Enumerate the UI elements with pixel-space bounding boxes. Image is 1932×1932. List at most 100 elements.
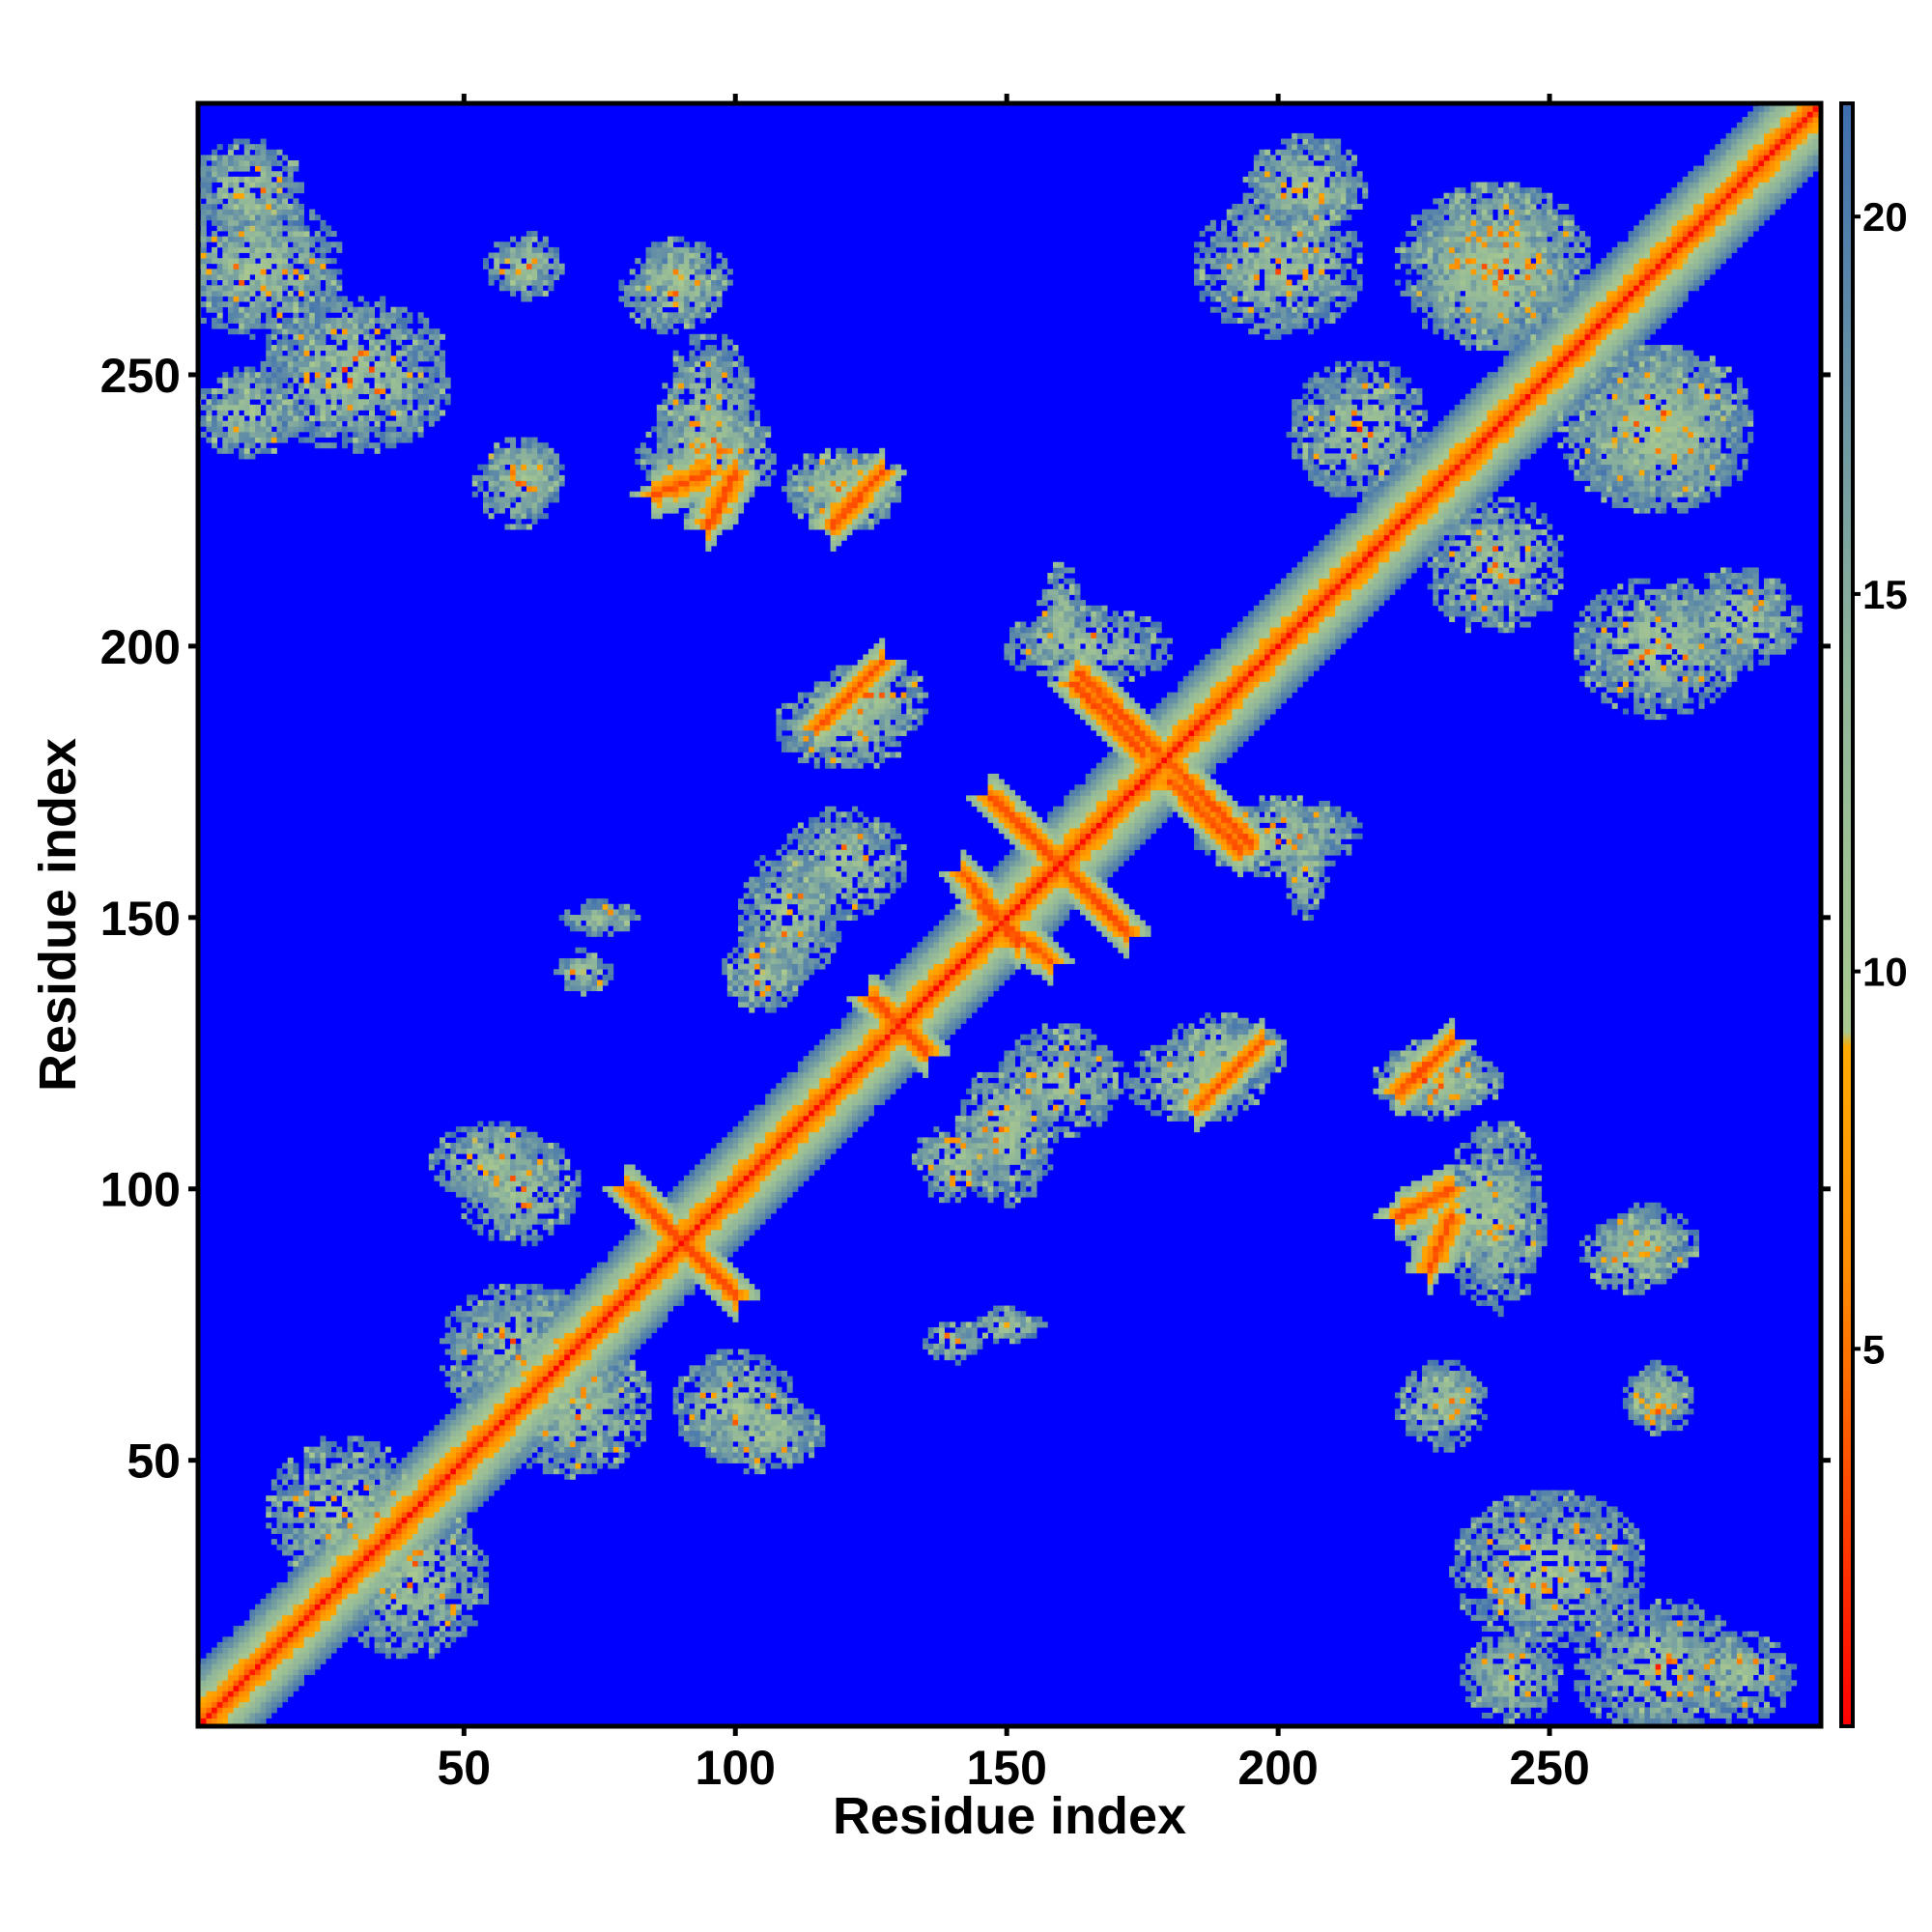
heatmap-cell [591,1294,597,1300]
heatmap-cell [385,1599,391,1605]
heatmap-cell [1743,1707,1748,1713]
heatmap-cell [342,1599,348,1605]
heatmap-cell [537,1317,543,1322]
heatmap-cell [1677,1663,1683,1669]
heatmap-cell [1509,1615,1515,1621]
heatmap-cell [396,1545,402,1550]
heatmap-cell [1671,1392,1677,1398]
heatmap-cell [249,1719,255,1724]
heatmap-cell [402,1474,408,1480]
heatmap-cell [586,1463,592,1469]
heatmap-cell [298,1512,304,1518]
heatmap-cell [1509,1534,1515,1540]
heatmap-cell [760,1381,766,1387]
heatmap-cell [1438,1404,1444,1409]
heatmap-cell [331,1474,337,1480]
heatmap-cell [1574,1518,1579,1523]
heatmap-cell [467,1474,472,1480]
heatmap-cell [1666,1620,1672,1626]
heatmap-cell [690,1420,696,1426]
heatmap-cell [450,1620,456,1626]
heatmap-cell [1492,1648,1498,1654]
heatmap-cell [1563,1626,1569,1632]
heatmap-cell [695,1398,700,1404]
heatmap-cell [412,1561,418,1567]
heatmap-cell [1601,1501,1606,1507]
heatmap-cell [732,1420,738,1426]
heatmap-cell [1542,1702,1548,1708]
heatmap-cell [456,1452,462,1458]
heatmap-cell [618,1344,624,1350]
heatmap-cell [537,1290,543,1295]
heatmap-cell [1465,1539,1471,1545]
heatmap-cell [1406,1408,1411,1414]
heatmap-cell [1401,1404,1406,1409]
heatmap-cell [722,1452,727,1458]
heatmap-cell [1569,1534,1575,1540]
heatmap-cell [1515,1696,1520,1702]
heatmap-cell [1542,1501,1548,1507]
heatmap-cell [1596,1663,1602,1669]
heatmap-cell [1590,1605,1596,1610]
heatmap-cell [1785,1675,1791,1681]
heatmap-cell [336,1615,342,1621]
heatmap-cell [1617,1659,1623,1664]
heatmap-cell [206,1680,212,1686]
heatmap-cell [445,1593,451,1599]
heatmap-cell [353,1534,358,1540]
heatmap-cell [472,1398,478,1404]
heatmap-cell [369,1522,375,1528]
heatmap-cell [597,1387,603,1393]
heatmap-cell [1552,1675,1558,1681]
heatmap-cell [1704,1648,1710,1654]
heatmap-cell [1617,1588,1623,1594]
heatmap-cell [271,1707,277,1713]
heatmap-cell [434,1431,440,1436]
heatmap-cell [1596,1713,1602,1719]
heatmap-cell [261,1626,267,1632]
heatmap-cell [407,1491,412,1496]
heatmap-cell [727,1290,733,1295]
heatmap-cell [510,1338,516,1344]
heatmap-cell [1585,1545,1591,1550]
heatmap-cell [304,1588,310,1594]
heatmap-cell [760,1354,766,1360]
heatmap-cell [304,1577,310,1582]
heatmap-cell [467,1414,472,1420]
heatmap-cell [597,1435,603,1441]
heatmap-cell [456,1501,462,1507]
heatmap-cell [1585,1528,1591,1534]
heatmap-cell [1590,1572,1596,1577]
heatmap-cell [618,1452,624,1458]
heatmap-cell [1579,1632,1585,1637]
heatmap-cell [1026,1317,1032,1322]
heatmap-cell [1487,1675,1492,1681]
heatmap-cell [591,1284,597,1290]
heatmap-cell [945,1354,951,1360]
heatmap-cell [1563,1566,1569,1572]
heatmap-cell [613,1371,619,1377]
heatmap-cell [1428,1408,1434,1414]
heatmap-cell [1726,1653,1732,1659]
heatmap-cell [771,1431,777,1436]
heatmap-cell [222,1686,228,1691]
heatmap-cell [358,1522,370,1528]
heatmap-cell [1574,1593,1579,1599]
heatmap-cell [249,1615,255,1621]
heatmap-cell [412,1501,418,1507]
heatmap-cell [315,1588,321,1594]
heatmap-cell [385,1474,391,1480]
heatmap-cell [1520,1495,1525,1501]
heatmap-cell [1520,1501,1525,1507]
heatmap-cell [1612,1549,1618,1555]
heatmap-cell [1747,1719,1753,1724]
heatmap-cell [1688,1620,1693,1626]
heatmap-cell [630,1414,636,1420]
heatmap-cell [472,1381,478,1387]
heatmap-cell [320,1522,326,1528]
heatmap-cell [548,1360,554,1366]
heatmap-cell [1476,1408,1482,1414]
heatmap-cell [1569,1577,1575,1582]
heatmap-cell [353,1632,358,1637]
